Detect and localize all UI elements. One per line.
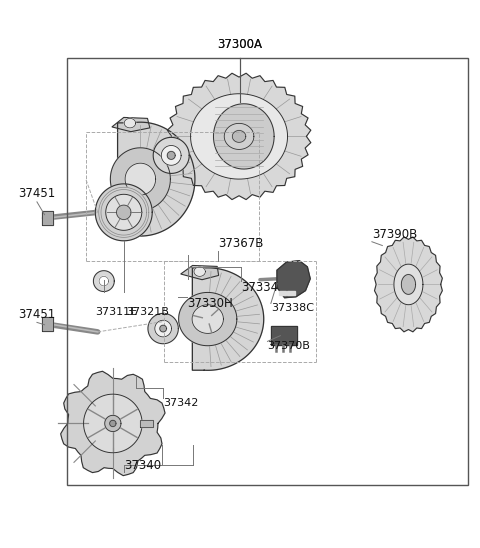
Text: 37367B: 37367B	[218, 237, 263, 250]
Polygon shape	[124, 118, 136, 128]
Polygon shape	[153, 138, 189, 173]
Polygon shape	[117, 205, 131, 220]
Polygon shape	[148, 313, 179, 344]
Polygon shape	[232, 130, 246, 142]
Polygon shape	[279, 290, 287, 295]
Polygon shape	[394, 264, 423, 305]
Polygon shape	[106, 195, 142, 230]
Polygon shape	[42, 317, 53, 331]
Polygon shape	[99, 187, 149, 237]
Polygon shape	[84, 394, 142, 453]
Text: 37311E: 37311E	[96, 307, 137, 317]
Text: 37340: 37340	[124, 459, 161, 472]
Polygon shape	[140, 420, 154, 427]
Polygon shape	[110, 420, 116, 426]
Polygon shape	[191, 94, 288, 179]
Polygon shape	[161, 145, 181, 165]
Text: 37330H: 37330H	[187, 297, 233, 310]
Polygon shape	[110, 148, 170, 210]
Polygon shape	[99, 276, 108, 286]
Text: 37390B: 37390B	[372, 228, 417, 241]
Polygon shape	[125, 163, 156, 195]
Text: 37451: 37451	[18, 187, 56, 201]
Polygon shape	[374, 237, 443, 332]
Polygon shape	[224, 123, 254, 150]
Text: 37338C: 37338C	[271, 304, 314, 313]
Polygon shape	[180, 265, 219, 279]
Polygon shape	[277, 261, 310, 298]
Polygon shape	[168, 73, 311, 199]
Polygon shape	[96, 184, 152, 241]
Polygon shape	[160, 325, 167, 332]
Polygon shape	[192, 268, 264, 370]
Polygon shape	[155, 320, 171, 337]
Text: 37300A: 37300A	[217, 38, 263, 51]
Polygon shape	[271, 326, 297, 345]
Polygon shape	[94, 271, 114, 292]
Text: 37334: 37334	[241, 281, 278, 294]
Text: 37451: 37451	[18, 309, 56, 322]
Polygon shape	[167, 151, 175, 159]
Polygon shape	[288, 290, 295, 295]
Polygon shape	[105, 415, 121, 432]
Polygon shape	[60, 372, 165, 476]
Text: 37370B: 37370B	[267, 341, 311, 351]
Polygon shape	[42, 211, 53, 225]
Polygon shape	[401, 275, 416, 294]
Text: 37342: 37342	[163, 398, 199, 408]
Polygon shape	[179, 293, 237, 346]
Text: 37321B: 37321B	[126, 307, 169, 317]
Polygon shape	[214, 104, 274, 169]
Polygon shape	[194, 267, 205, 276]
Polygon shape	[101, 190, 146, 235]
Polygon shape	[118, 122, 195, 236]
Polygon shape	[192, 305, 223, 333]
Polygon shape	[112, 117, 150, 132]
Text: 37300A: 37300A	[217, 38, 263, 51]
